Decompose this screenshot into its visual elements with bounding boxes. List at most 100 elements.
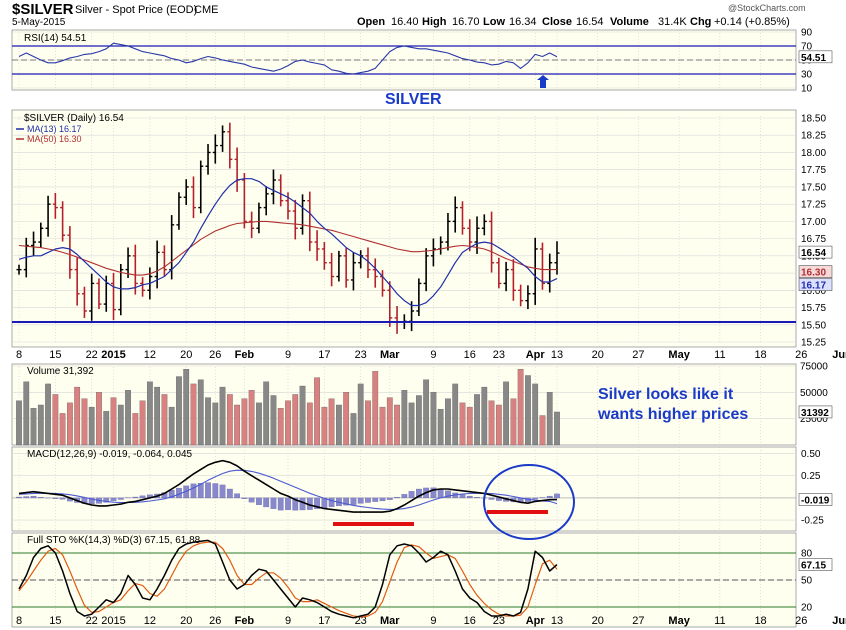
volume-bar <box>510 398 517 446</box>
volume-bar <box>408 402 415 446</box>
x-tick-label: Feb <box>235 349 255 361</box>
price-tag-close: 16.54 <box>801 248 826 259</box>
volume-bar <box>205 397 211 446</box>
volume-bar <box>23 381 30 446</box>
macd-histogram-bar <box>357 497 364 504</box>
macd-histogram-bar <box>437 488 444 499</box>
y-tick-label: -0.25 <box>801 516 824 527</box>
volume-bar <box>183 369 190 446</box>
macd-histogram-bar <box>445 490 451 499</box>
y-tick-label: 10 <box>801 84 813 95</box>
volume-bar <box>234 404 240 446</box>
high-label: High <box>422 16 447 28</box>
macd-histogram-bar <box>292 497 299 511</box>
volume-bar <box>386 397 393 446</box>
volume-bar <box>30 407 37 446</box>
y-tick-label: 15.25 <box>801 338 826 349</box>
volume-bar <box>110 397 117 446</box>
volume-bar <box>306 402 313 446</box>
volume-bar <box>125 390 131 446</box>
macd-histogram-bar <box>212 483 219 499</box>
sto-k-line <box>18 539 558 619</box>
close-label: Close <box>542 16 572 28</box>
macd-histogram-bar <box>205 482 211 499</box>
macd-histogram-bar <box>401 494 408 499</box>
volume-bar <box>452 383 459 446</box>
macd-histogram-bar <box>474 497 480 499</box>
price-legend: $SILVER (Daily) 16.54 <box>24 113 124 124</box>
volume-bar <box>517 369 524 446</box>
symbol-description: Silver - Spot Price (EOD) <box>75 4 197 16</box>
up-arrow-icon <box>537 75 549 88</box>
x-tick-label: 16 <box>464 349 476 361</box>
x-tick-label-bottom: 20 <box>592 615 604 627</box>
macd-line <box>18 459 558 513</box>
chg-label: Chg <box>690 16 711 28</box>
macd-histogram-bar <box>110 497 117 501</box>
volume-bar <box>248 390 255 446</box>
volume-bar <box>256 402 262 446</box>
x-tick-label: 22 <box>86 349 98 361</box>
high-value: 16.70 <box>452 16 480 28</box>
macd-histogram-bar <box>386 497 393 500</box>
x-tick-label: 20 <box>592 349 604 361</box>
silver-annotation: SILVER <box>385 91 442 108</box>
volume-bar <box>357 383 364 446</box>
y-tick-label: 18.25 <box>801 131 826 142</box>
volume-bar <box>285 400 291 446</box>
macd-value-tag: -0.019 <box>801 496 830 507</box>
volume-bar <box>372 371 379 446</box>
volume-bar <box>423 379 430 446</box>
volume-bar <box>546 392 553 446</box>
macd-histogram-bar <box>103 497 110 503</box>
y-tick-label: 17.50 <box>801 182 826 193</box>
x-tick-label: Jun <box>832 349 846 361</box>
y-tick-label: 20 <box>801 603 813 614</box>
x-tick-label-bottom: Mar <box>380 615 400 627</box>
volume-bar <box>365 400 371 446</box>
macd-histogram-bar <box>59 497 66 500</box>
y-tick-label: 50 <box>801 576 813 587</box>
macd-histogram-bar <box>365 497 371 503</box>
y-tick-label: 70 <box>801 42 813 53</box>
volume-bar <box>241 398 248 446</box>
volume-bar <box>532 383 539 446</box>
macd-histogram-bar <box>379 497 386 502</box>
volume-bar <box>37 404 44 446</box>
y-tick-label: 17.75 <box>801 165 826 176</box>
volume-bar <box>219 386 226 446</box>
y-tick-label: 30 <box>801 70 813 81</box>
volume-bar <box>168 406 175 446</box>
macd-histogram-bar <box>394 497 400 499</box>
x-tick-label: 17 <box>318 349 330 361</box>
x-tick-label-bottom: Apr <box>526 615 546 627</box>
macd-histogram-bar <box>372 497 379 502</box>
price-tag-ma13-bg <box>798 278 833 291</box>
volume-bar <box>139 400 146 446</box>
y-tick-label: 15.50 <box>801 320 826 331</box>
y-tick-label: 80 <box>801 549 813 560</box>
volume-bar <box>45 383 51 446</box>
volume-bar <box>74 386 81 446</box>
x-tick-label-bottom: May <box>668 615 690 627</box>
volume-bar <box>277 407 284 446</box>
macd-histogram-bar <box>350 497 357 505</box>
macd-histogram-bar <box>190 483 197 499</box>
data-layer <box>12 42 796 619</box>
volume-bar <box>16 400 22 446</box>
x-tick-label: 26 <box>209 349 221 361</box>
volume-bar <box>263 381 270 446</box>
rsi-value-tag-bg <box>798 50 833 64</box>
x-tick-label: 12 <box>144 349 156 361</box>
x-tick-label: 2015 <box>101 349 125 361</box>
x-tick-label: Apr <box>526 349 546 361</box>
volume-bar <box>59 413 66 446</box>
x-tick-label-bottom: 26 <box>209 615 221 627</box>
volume-bar <box>430 392 437 446</box>
macd-value-tag-bg <box>798 493 833 506</box>
x-tick-label: 23 <box>493 349 505 361</box>
volume-bar <box>292 394 299 446</box>
volume-bar <box>176 376 182 446</box>
macd-histogram-bar <box>554 493 560 499</box>
macd-histogram-bar <box>328 497 335 507</box>
